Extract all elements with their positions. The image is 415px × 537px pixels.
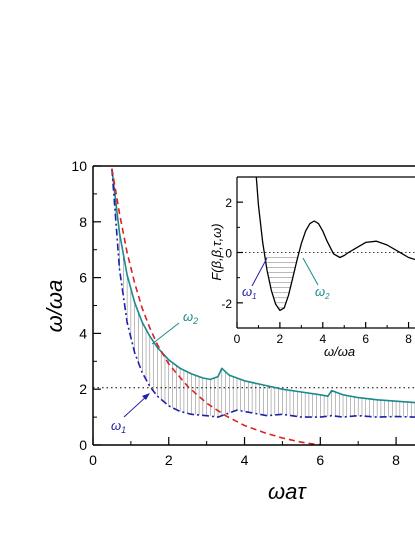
inset-x-tick-label: 6 [362,332,369,346]
main-series-curve-2 [111,168,321,445]
svg-text:ω1: ω1 [111,418,126,435]
label-omega1-symbol: ω [111,418,121,433]
label-omega1-arrowhead [142,393,150,400]
inset-y-tick-label: 0 [225,247,232,261]
inset-label-omega1-symbol: ω [242,284,252,299]
inset-y-tick-label: -2 [221,297,232,311]
inset-series-group [255,177,415,312]
main-band-hatching [115,200,415,418]
inset-label-omega2-symbol: ω [315,284,325,299]
inset-label-omega2-arrow [302,257,319,286]
inset-ticks: 0 2 4 6 8 -2 0 2 [221,196,412,346]
main-x-tick-label: 8 [392,452,400,468]
svg-text:ω2: ω2 [315,284,330,301]
main-y-tick-label: 6 [79,270,87,286]
inset-label-omega1-subscript: 1 [252,292,256,301]
main-y-tick-label: 0 [79,437,87,453]
main-series-group [111,168,415,445]
main-x-tick-label: 2 [165,452,173,468]
main-x-tick-label: 4 [241,452,249,468]
main-y-tick-label: 8 [79,214,87,230]
inset-label-omega2: ω2 [302,257,330,301]
main-y-tick-label: 4 [79,325,87,341]
inset-y-tick-label: 2 [225,196,232,210]
inset-x-tick-label: 0 [234,332,241,346]
inset-label-omega2-subscript: 2 [324,292,330,301]
inset-label-omega1-arrow [251,257,268,287]
inset-x-axis-title: ω/ωa [324,344,355,359]
label-omega2-subscript: 2 [192,316,198,326]
label-omega2-main: ω2 [151,309,198,345]
inset-y-axis-title: F(β,β,τ,ω) [209,223,224,280]
label-omega1-subscript: 1 [121,425,126,435]
inset-x-tick-label: 2 [277,332,284,346]
inset-label-omega1: ω1 [242,257,268,301]
label-omega2-arrow [151,322,180,345]
main-x-tick-label: 6 [316,452,324,468]
label-omega2-symbol: ω [183,309,193,324]
main-y-tick-label: 10 [71,158,87,174]
svg-text:ω2: ω2 [183,309,198,326]
inset-hatching [265,257,298,309]
inset-chart: 0 2 4 6 8-202 ω/ωa F(β,β,τ,ω) ω1 ω2 [209,176,415,359]
main-y-axis-title: ω/ωa [42,280,67,333]
main-x-axis-title: ωaτ [268,479,307,504]
main-series-omega2 [111,168,415,404]
main-y-tick-label: 2 [79,381,87,397]
main-series-omega1 [111,168,415,418]
inset-x-tick-label: 8 [405,332,412,346]
inset-x-tick-label: 4 [319,332,326,346]
main-x-tick-label: 0 [89,452,97,468]
label-omega1-main: ω1 [111,393,150,435]
label-omega1-arrow [123,394,149,418]
svg-text:ω1: ω1 [242,284,257,301]
inset-series-curve-0 [255,177,415,312]
